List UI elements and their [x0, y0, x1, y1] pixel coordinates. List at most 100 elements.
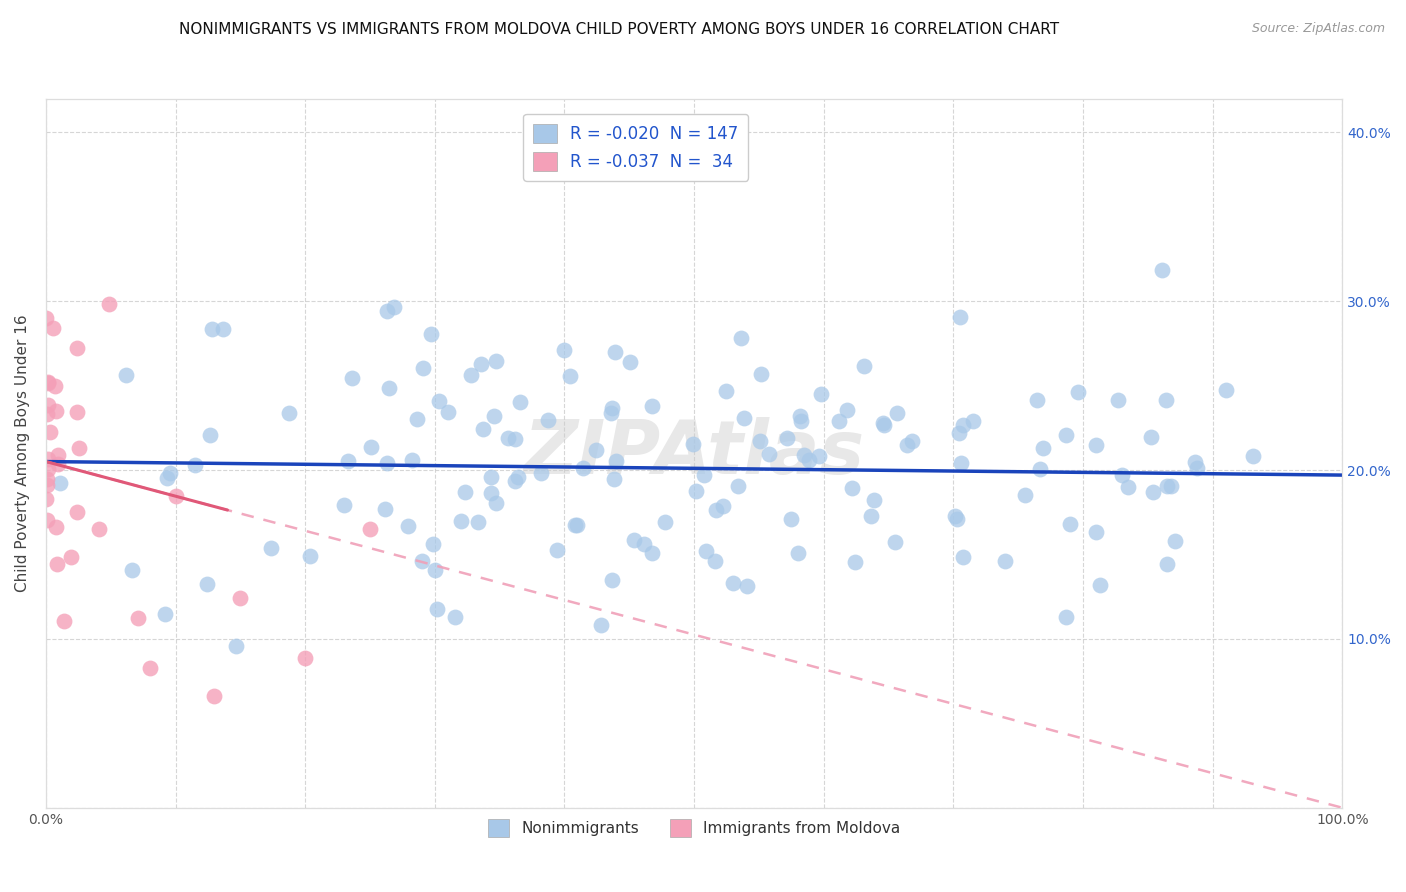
- Point: [553, 343, 575, 358]
- Point: [565, 517, 588, 532]
- Point: [952, 418, 974, 433]
- Point: [159, 466, 181, 480]
- Point: [165, 490, 187, 504]
- Point: [66, 405, 89, 419]
- Point: [1107, 393, 1129, 408]
- Point: [943, 509, 966, 524]
- Point: [1116, 480, 1139, 494]
- Point: [949, 456, 972, 470]
- Point: [426, 602, 449, 616]
- Point: [204, 689, 226, 703]
- Point: [727, 478, 749, 492]
- Point: [1111, 467, 1133, 482]
- Point: [1140, 430, 1163, 444]
- Point: [201, 322, 224, 336]
- Point: [375, 456, 398, 470]
- Point: [600, 574, 623, 588]
- Point: [401, 453, 423, 467]
- Point: [374, 502, 396, 516]
- Point: [779, 511, 801, 525]
- Point: [467, 515, 489, 529]
- Point: [749, 434, 772, 448]
- Point: [901, 434, 924, 448]
- Point: [333, 498, 356, 512]
- Point: [546, 543, 568, 558]
- Text: ZIPAtlas: ZIPAtlas: [523, 417, 865, 490]
- Point: [44, 379, 66, 393]
- Point: [45, 520, 67, 534]
- Point: [184, 458, 207, 472]
- Point: [693, 467, 716, 482]
- Point: [873, 417, 896, 432]
- Point: [749, 367, 772, 381]
- Point: [952, 549, 974, 564]
- Point: [1067, 384, 1090, 399]
- Point: [585, 442, 607, 457]
- Point: [37, 375, 59, 389]
- Point: [946, 511, 969, 525]
- Point: [45, 404, 67, 418]
- Point: [382, 300, 405, 314]
- Point: [46, 449, 69, 463]
- Text: Source: ZipAtlas.com: Source: ZipAtlas.com: [1251, 22, 1385, 36]
- Point: [797, 453, 820, 467]
- Point: [685, 484, 707, 499]
- Point: [1184, 455, 1206, 469]
- Point: [337, 454, 360, 468]
- Point: [298, 549, 321, 564]
- Point: [396, 519, 419, 533]
- Point: [1152, 262, 1174, 277]
- Point: [1156, 478, 1178, 492]
- Point: [704, 554, 727, 568]
- Point: [359, 522, 381, 536]
- Point: [1164, 533, 1187, 548]
- Point: [35, 478, 58, 492]
- Point: [886, 406, 908, 420]
- Point: [730, 331, 752, 345]
- Point: [360, 440, 382, 454]
- Point: [67, 441, 90, 455]
- Point: [860, 509, 883, 524]
- Point: [682, 437, 704, 451]
- Point: [46, 558, 69, 572]
- Point: [962, 414, 984, 428]
- Point: [1054, 427, 1077, 442]
- Point: [479, 486, 502, 500]
- Point: [66, 506, 89, 520]
- Point: [427, 393, 450, 408]
- Point: [35, 311, 58, 326]
- Point: [789, 409, 811, 423]
- Point: [406, 412, 429, 426]
- Point: [948, 425, 970, 440]
- Point: [564, 517, 586, 532]
- Point: [733, 411, 755, 425]
- Point: [212, 322, 235, 336]
- Point: [66, 341, 89, 355]
- Point: [225, 639, 247, 653]
- Point: [127, 611, 149, 625]
- Point: [377, 382, 399, 396]
- Point: [536, 413, 558, 427]
- Point: [1142, 485, 1164, 500]
- Point: [42, 320, 65, 334]
- Point: [503, 475, 526, 489]
- Point: [422, 537, 444, 551]
- Point: [46, 458, 69, 472]
- Point: [425, 562, 447, 576]
- Point: [37, 407, 59, 421]
- Point: [1156, 558, 1178, 572]
- Point: [37, 513, 59, 527]
- Point: [35, 473, 58, 487]
- Point: [558, 368, 581, 383]
- Point: [444, 610, 467, 624]
- Point: [412, 361, 434, 376]
- Point: [1185, 460, 1208, 475]
- Point: [1160, 478, 1182, 492]
- Point: [53, 615, 76, 629]
- Point: [605, 454, 627, 468]
- Point: [153, 607, 176, 622]
- Point: [1088, 578, 1111, 592]
- Text: NONIMMIGRANTS VS IMMIGRANTS FROM MOLDOVA CHILD POVERTY AMONG BOYS UNDER 16 CORRE: NONIMMIGRANTS VS IMMIGRANTS FROM MOLDOVA…: [179, 22, 1059, 37]
- Point: [994, 554, 1017, 568]
- Point: [735, 579, 758, 593]
